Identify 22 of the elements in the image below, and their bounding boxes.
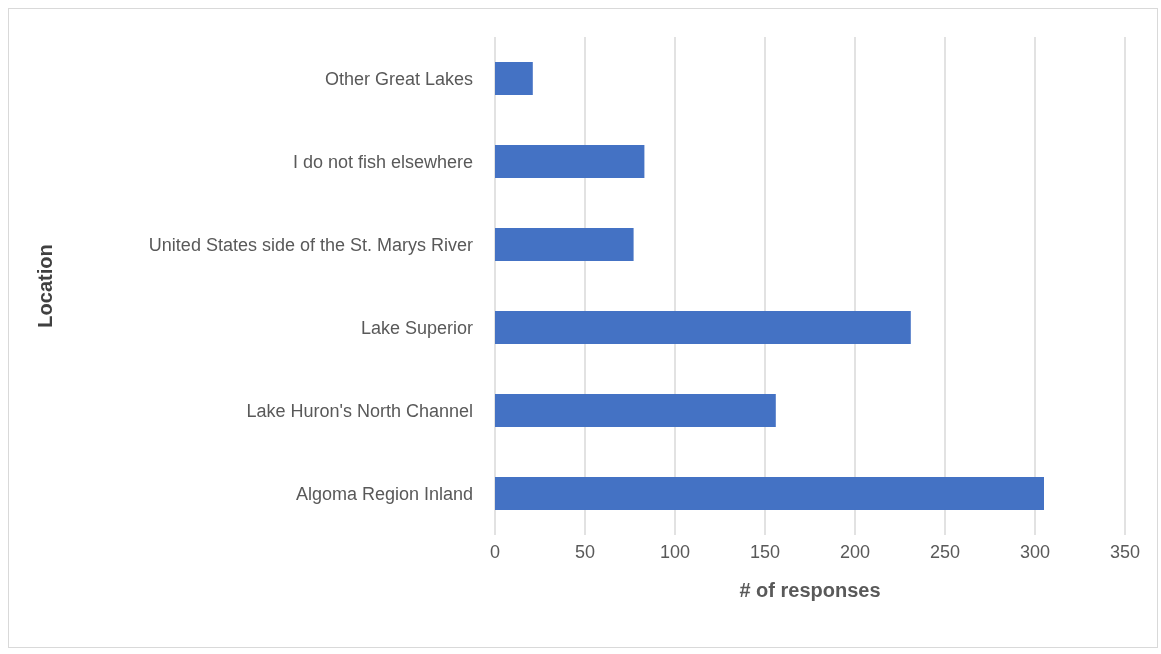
bar xyxy=(495,476,1044,511)
bar xyxy=(495,61,533,96)
x-tick-label: 300 xyxy=(1019,542,1051,562)
bar xyxy=(495,227,634,262)
x-axis-title: # of responses xyxy=(739,579,881,601)
bar xyxy=(495,144,645,179)
y-tick-label: Lake Huron's North Channel xyxy=(246,400,473,421)
x-tick-label: 200 xyxy=(839,542,871,562)
x-tick-label: 150 xyxy=(749,542,781,562)
x-tick-label: 0 xyxy=(489,542,501,562)
bar xyxy=(495,393,776,428)
y-tick-label: Lake Superior xyxy=(360,317,473,338)
bar xyxy=(495,310,911,345)
y-tick-label: Other Great Lakes xyxy=(324,68,473,89)
y-tick-label: Algoma Region Inland xyxy=(295,483,473,504)
y-tick-label: United States side of the St. Marys River xyxy=(148,234,473,255)
y-tick-label: I do not fish elsewhere xyxy=(292,151,473,172)
x-tick-label: 100 xyxy=(659,542,691,562)
x-tick-label: 350 xyxy=(1109,542,1141,562)
x-tick-label: 250 xyxy=(929,542,961,562)
y-axis-title: Location xyxy=(34,244,56,328)
x-tick-label: 50 xyxy=(574,542,596,562)
